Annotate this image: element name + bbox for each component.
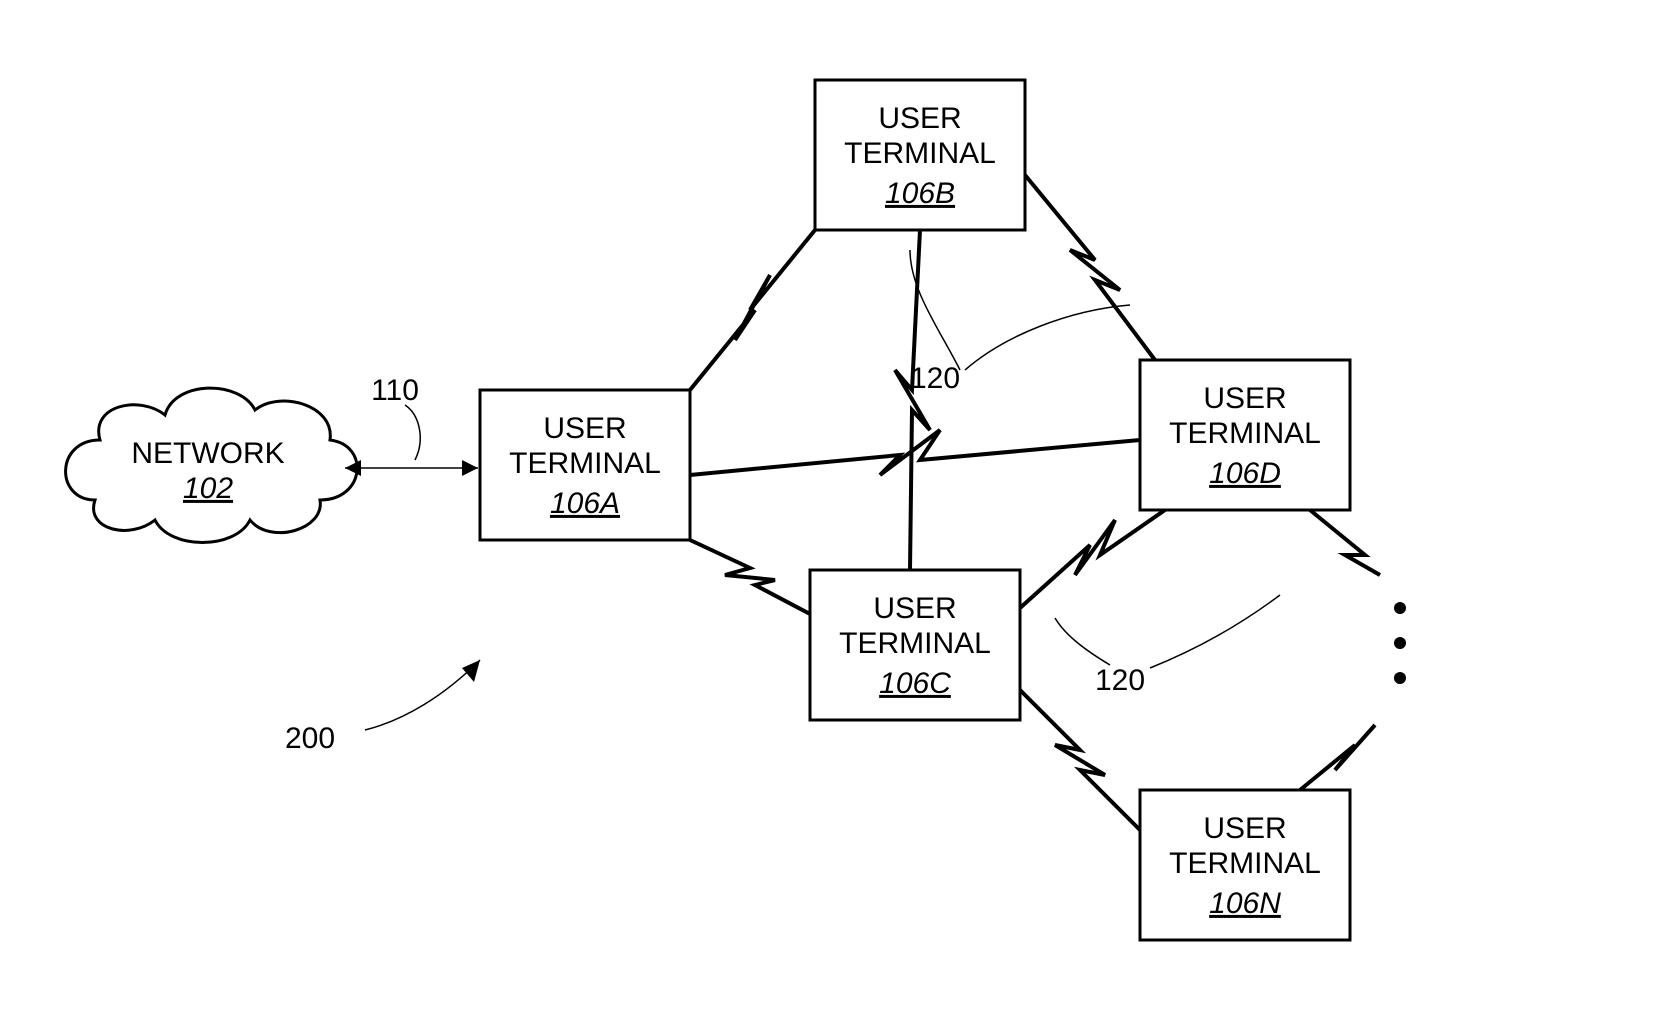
node-d-title2: TERMINAL xyxy=(1169,417,1321,450)
node-c-title2: TERMINAL xyxy=(839,627,991,660)
ref-200-group: 200 xyxy=(285,660,480,755)
ref-110: 110 xyxy=(371,374,419,407)
cloud-id: 102 xyxy=(183,472,233,505)
node-a-title1: USER xyxy=(543,412,626,445)
node-c-title1: USER xyxy=(873,592,956,625)
node-n-id: 106N xyxy=(1209,887,1281,920)
link-a-b xyxy=(690,230,815,390)
node-a-title2: TERMINAL xyxy=(509,447,661,480)
node-b-title1: USER xyxy=(878,102,961,135)
node-n-title2: TERMINAL xyxy=(1169,847,1321,880)
node-n-title1: USER xyxy=(1203,812,1286,845)
link-n-up xyxy=(1300,725,1375,790)
node-b-title2: TERMINAL xyxy=(844,137,996,170)
network-diagram: NETWORK 102 110 120 120 200 xyxy=(0,0,1672,1032)
link-d-n xyxy=(1310,510,1380,575)
node-d-title1: USER xyxy=(1203,382,1286,415)
node-n: USER TERMINAL 106N xyxy=(1140,790,1350,940)
node-a-id: 106A xyxy=(550,487,620,520)
node-a: USER TERMINAL 106A xyxy=(480,390,690,540)
link-c-n xyxy=(1020,690,1140,830)
cloud-title: NETWORK xyxy=(131,437,284,470)
ref-120b: 120 xyxy=(1095,664,1145,697)
link-b-d xyxy=(1025,175,1155,360)
leader-110 xyxy=(405,405,420,460)
node-d-id: 106D xyxy=(1209,457,1281,490)
leader-120b: 120 xyxy=(1055,595,1280,697)
ref-120a: 120 xyxy=(910,362,960,395)
link-cloud-a xyxy=(345,460,478,476)
node-d: USER TERMINAL 106D xyxy=(1140,360,1350,510)
node-b: USER TERMINAL 106B xyxy=(815,80,1025,230)
ellipsis-dots xyxy=(1394,602,1406,684)
node-c-id: 106C xyxy=(879,667,951,700)
link-c-d xyxy=(1020,510,1165,608)
link-a-d xyxy=(690,430,1140,475)
network-cloud: NETWORK 102 xyxy=(66,388,358,542)
node-c: USER TERMINAL 106C xyxy=(810,570,1020,720)
link-a-c xyxy=(690,540,810,614)
node-b-id: 106B xyxy=(885,177,955,210)
link-b-c xyxy=(895,230,930,570)
ref-200: 200 xyxy=(285,722,335,755)
